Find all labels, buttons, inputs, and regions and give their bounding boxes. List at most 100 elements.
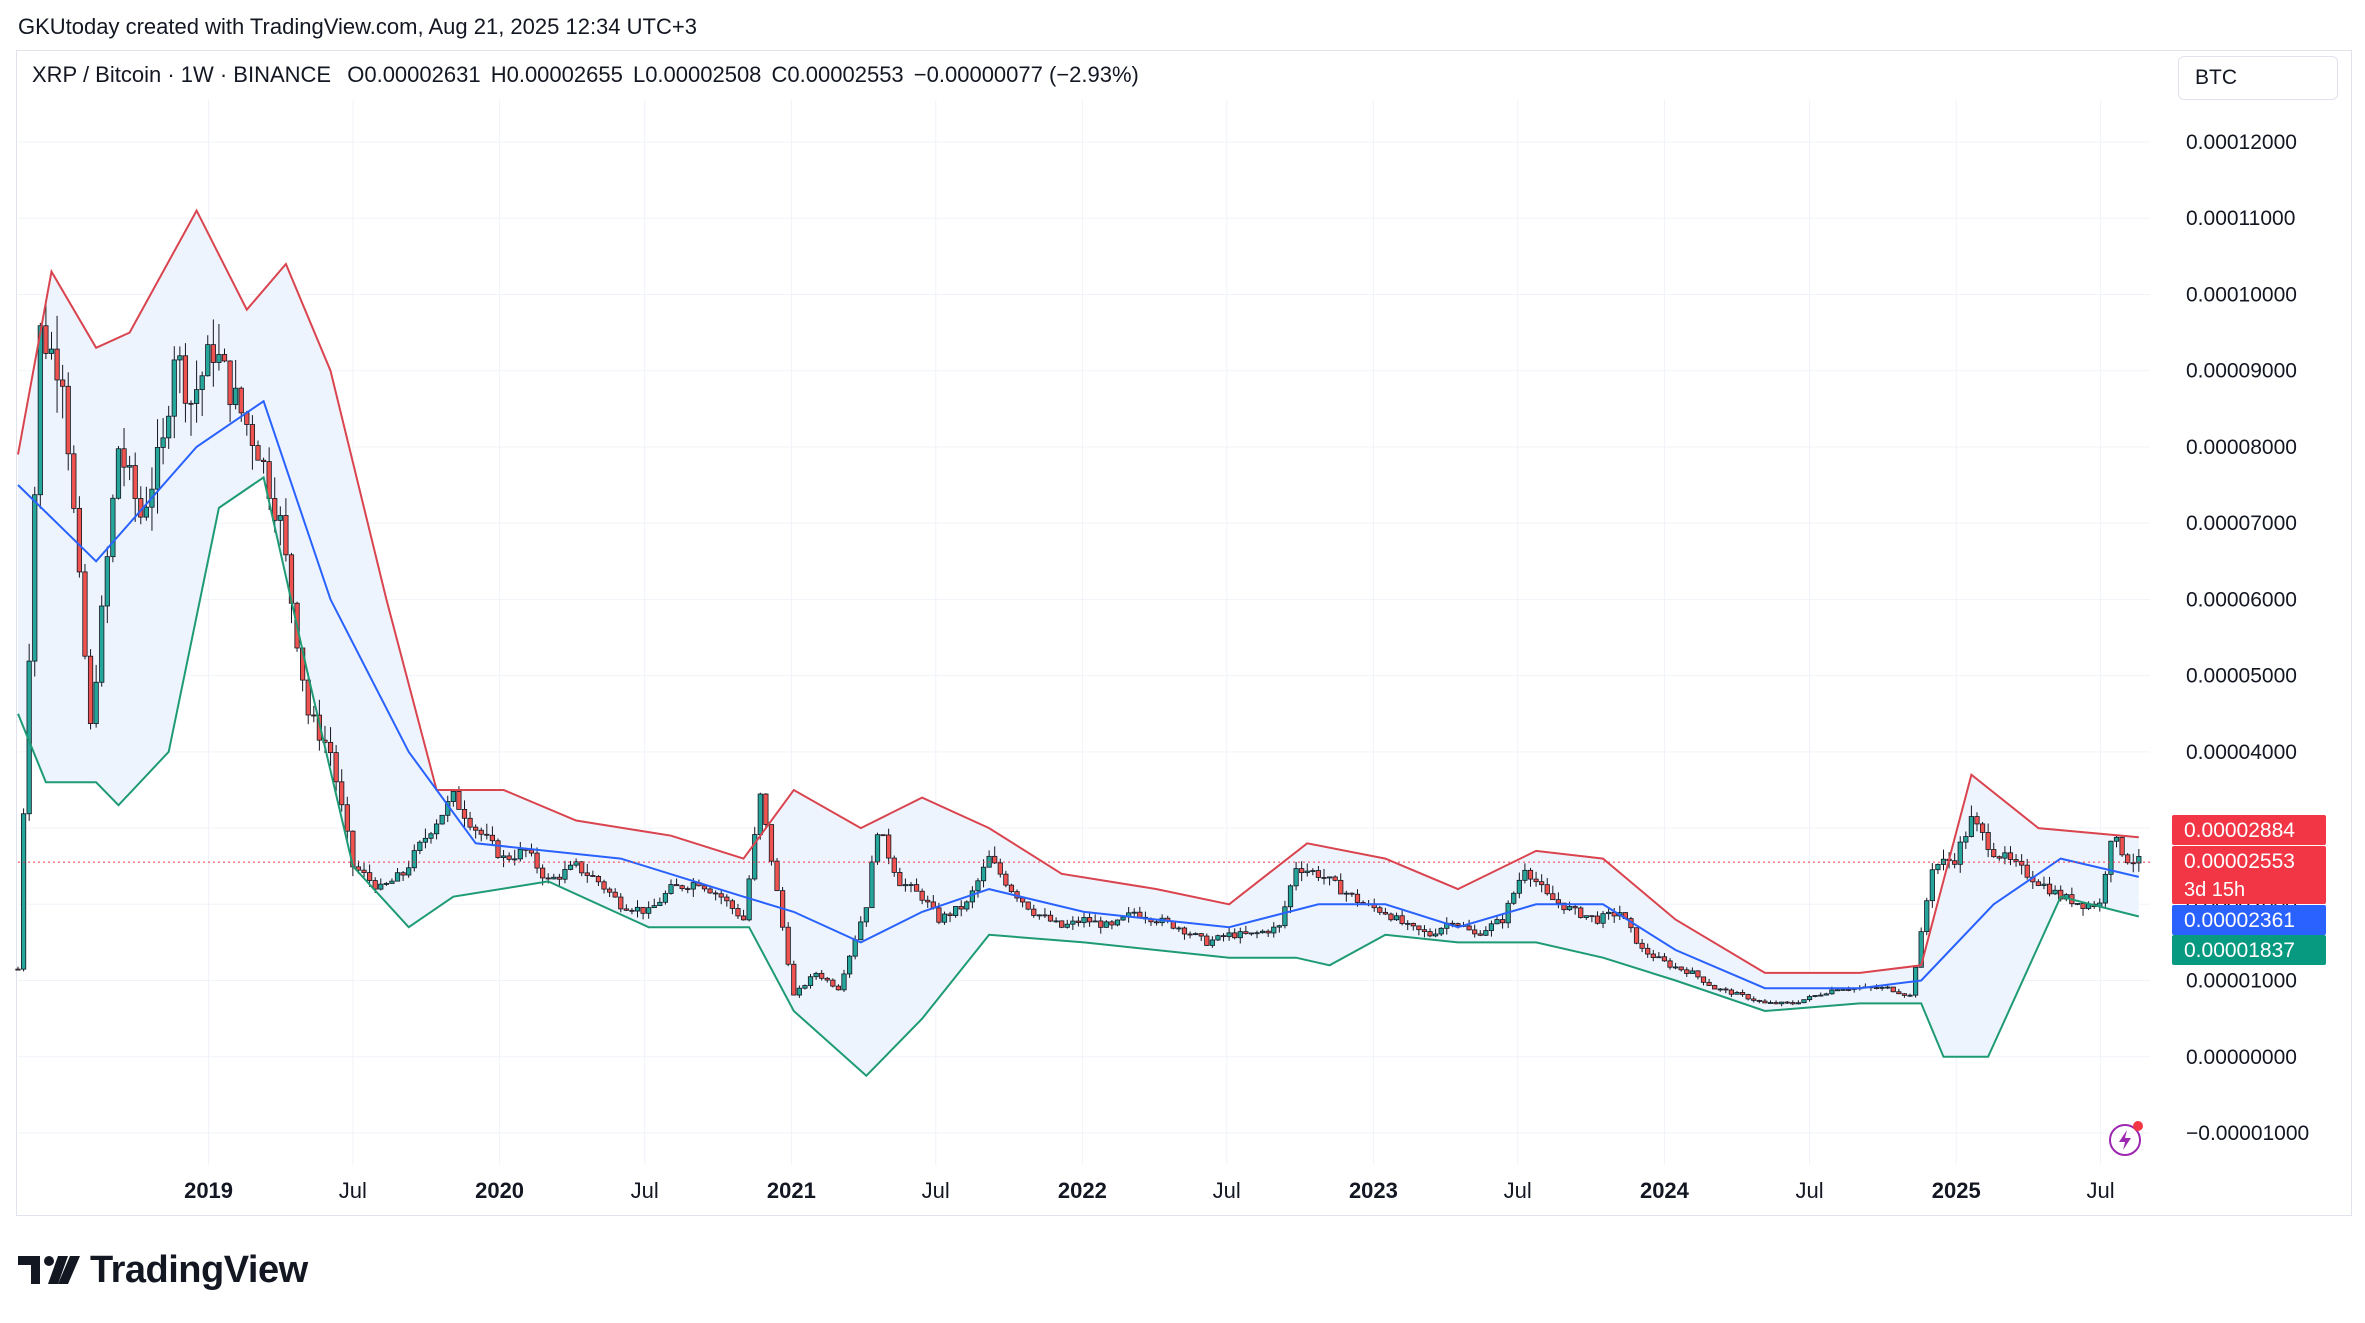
candle-body bbox=[1527, 869, 1534, 880]
candle-body bbox=[913, 884, 920, 892]
x-tick-label: 2023 bbox=[1349, 1178, 1398, 1203]
candle bbox=[824, 976, 830, 983]
candle bbox=[20, 808, 27, 972]
candle-body bbox=[835, 985, 842, 991]
candle bbox=[1405, 920, 1411, 931]
candle bbox=[1321, 868, 1327, 885]
candle-body bbox=[540, 867, 546, 879]
candle bbox=[1293, 861, 1299, 891]
candle-body bbox=[121, 448, 127, 468]
candle-body bbox=[651, 905, 657, 909]
candle bbox=[1700, 976, 1707, 986]
x-tick-label: Jul bbox=[1795, 1178, 1823, 1203]
candle-body bbox=[534, 852, 540, 869]
candle bbox=[1181, 926, 1188, 940]
candle bbox=[1656, 951, 1662, 959]
candle-body bbox=[2013, 859, 2019, 862]
candle-body bbox=[919, 890, 925, 901]
candle-body bbox=[1226, 932, 1232, 938]
candle-body bbox=[1438, 927, 1444, 935]
candle bbox=[1064, 919, 1070, 929]
candle-body bbox=[60, 379, 66, 387]
bollinger-band-fill bbox=[18, 210, 2139, 1076]
candle bbox=[1578, 906, 1584, 919]
candle-body bbox=[662, 893, 669, 903]
candle-body bbox=[545, 877, 551, 880]
candle bbox=[1047, 910, 1054, 923]
candle-body bbox=[233, 387, 239, 406]
candle-body bbox=[1767, 1002, 1774, 1004]
candle bbox=[1059, 920, 1065, 929]
candle-body bbox=[2074, 903, 2081, 905]
candle-body bbox=[2108, 840, 2114, 875]
candle bbox=[1673, 962, 1679, 970]
candle bbox=[1338, 873, 1344, 895]
candle-body bbox=[1310, 870, 1316, 872]
candle-body bbox=[484, 833, 490, 836]
candle bbox=[1053, 917, 1059, 923]
x-tick-label: Jul bbox=[922, 1178, 950, 1203]
candle bbox=[277, 506, 283, 546]
candle bbox=[1349, 892, 1355, 897]
candle-body bbox=[701, 885, 708, 890]
candle bbox=[255, 440, 261, 461]
candle bbox=[891, 855, 897, 877]
candle bbox=[1695, 970, 1701, 980]
candle-body bbox=[573, 861, 579, 866]
candle bbox=[1036, 914, 1042, 920]
candle-body bbox=[584, 872, 590, 876]
candle-body bbox=[132, 465, 138, 499]
candles bbox=[15, 301, 2142, 1007]
candle-body bbox=[1745, 994, 1751, 1000]
candle-body bbox=[897, 872, 903, 887]
candle-body bbox=[1220, 935, 1227, 938]
candle bbox=[1098, 916, 1104, 934]
candle-body bbox=[1561, 902, 1567, 911]
candle bbox=[1131, 908, 1137, 918]
candle-body bbox=[858, 921, 864, 941]
candle-body bbox=[1053, 920, 1059, 923]
candle-body bbox=[1544, 884, 1550, 895]
candle-body bbox=[685, 888, 691, 891]
candle bbox=[344, 796, 350, 841]
candle-body bbox=[1304, 870, 1310, 874]
bollinger-upper-line bbox=[17, 208, 2139, 974]
candle bbox=[1661, 953, 1668, 962]
candle-body bbox=[417, 841, 423, 851]
candle-body bbox=[1996, 856, 2002, 859]
candle bbox=[1885, 985, 1891, 990]
candle-body bbox=[634, 906, 641, 912]
candle bbox=[1193, 932, 1199, 936]
candle bbox=[422, 828, 429, 849]
candle bbox=[82, 563, 88, 660]
time-axis[interactable]: 2019 Jul 2020 Jul 2021 Jul 2022 Jul 2023 Jul 2024 J… bbox=[184, 1178, 2115, 1203]
candle-body bbox=[1823, 993, 1829, 996]
candle-body bbox=[1873, 987, 1880, 989]
candle bbox=[2125, 853, 2131, 865]
candle-body bbox=[1209, 939, 1215, 946]
candle-body bbox=[1511, 892, 1517, 904]
candle-body bbox=[1879, 986, 1885, 989]
currency-button[interactable]: BTC bbox=[2178, 56, 2338, 100]
price-axis[interactable]: 0.00012000 0.00011000 0.00010000 0.00009000… bbox=[2186, 131, 2309, 1145]
legend-symbol[interactable]: XRP / Bitcoin · 1W · BINANCE bbox=[32, 62, 332, 87]
candle-body bbox=[205, 344, 211, 377]
candle-body bbox=[886, 834, 892, 859]
tradingview-brand[interactable]: TradingView bbox=[18, 1245, 308, 1295]
y-tick-label: 0.00011000 bbox=[2186, 207, 2295, 230]
x-tick-label: Jul bbox=[631, 1178, 659, 1203]
candle bbox=[679, 884, 685, 892]
x-tick-label: 2020 bbox=[475, 1178, 524, 1203]
candle bbox=[1795, 1000, 1801, 1005]
candle-body bbox=[735, 908, 741, 917]
y-tick-label: 0.00001000 bbox=[2186, 970, 2297, 993]
candle bbox=[646, 901, 652, 919]
candle-body bbox=[1901, 993, 1908, 996]
candle-body bbox=[841, 973, 847, 991]
candle-body bbox=[2130, 862, 2136, 865]
y-tick-label: 0.00008000 bbox=[2186, 436, 2297, 459]
lightning-icon[interactable] bbox=[2107, 1120, 2145, 1158]
candle bbox=[1176, 926, 1182, 933]
candle-body bbox=[260, 459, 267, 462]
